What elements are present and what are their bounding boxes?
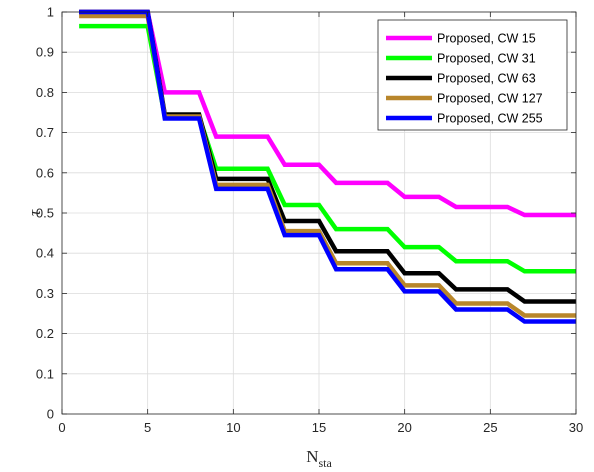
legend-entry-label: Proposed, CW 255 [437, 112, 543, 126]
legend-entry-label: Proposed, CW 127 [437, 92, 543, 106]
y-tick-label: 1 [47, 5, 54, 20]
y-tick-label: 0.2 [36, 326, 54, 341]
series-line [79, 9, 576, 218]
x-tick-label: 10 [226, 420, 240, 435]
ticks [61, 11, 577, 415]
series-layer [79, 9, 576, 324]
x-axis-label: Nsta [306, 447, 332, 470]
legend-entry-label: Proposed, CW 63 [437, 72, 536, 86]
y-tick-label: 0.3 [36, 286, 54, 301]
legend: Proposed, CW 15 Proposed, CW 31 Proposed, … [377, 19, 568, 131]
x-tick-label: 15 [312, 420, 326, 435]
y-tick-label: 0.9 [36, 45, 54, 60]
x-tick-label: 0 [58, 420, 65, 435]
y-tick-label: 0.5 [36, 206, 54, 221]
y-tick-label: 0.4 [36, 246, 54, 261]
x-axis-label-subscript: sta [318, 456, 332, 470]
y-tick-label: 0 [47, 407, 54, 422]
y-axis-label: τ [25, 209, 44, 216]
y-tick-label: 0.1 [36, 366, 54, 381]
y-tick-label: 0.6 [36, 165, 54, 180]
x-tick-label: 20 [397, 420, 411, 435]
x-tick-label: 5 [144, 420, 151, 435]
x-axis-label-main: N [306, 447, 318, 466]
y-tick-label: 0.8 [36, 85, 54, 100]
tick-labels: 0 5 10 15 20 25 30 0 0.1 0.2 0.3 0.4 0.5 0.6 0.7 0.8 0.9… [36, 5, 583, 436]
legend-entry-label: Proposed, CW 31 [437, 52, 536, 66]
x-tick-label: 30 [569, 420, 583, 435]
series-line [79, 9, 576, 324]
legend-entry-label: Proposed, CW 15 [437, 32, 536, 46]
x-tick-label: 25 [483, 420, 497, 435]
y-tick-label: 0.7 [36, 125, 54, 140]
